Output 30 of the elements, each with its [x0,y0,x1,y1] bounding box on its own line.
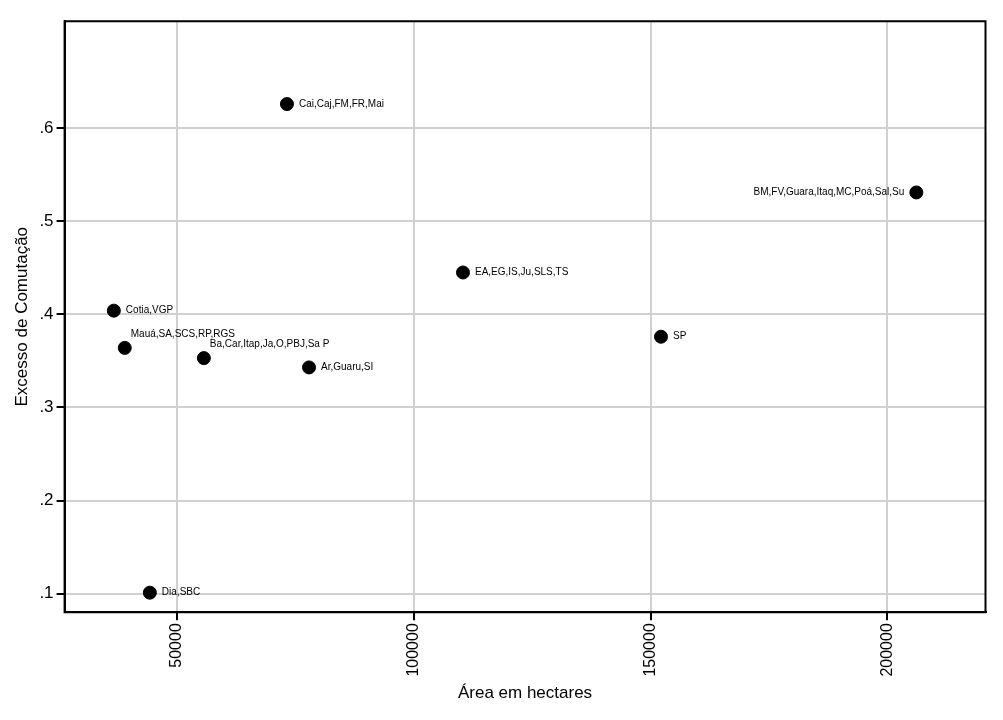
x-tick-label: 50000 [167,623,185,668]
x-tick-label: 150000 [640,623,658,677]
point [909,185,924,200]
point [455,265,470,280]
annotation: Cai,Caj,FM,FR,Mai [298,97,384,109]
y-tick-label: .4 [39,304,54,324]
point [302,360,317,375]
y-tick-label: .3 [39,397,54,417]
x-axis-title: Área em hectares [457,683,593,703]
annotation: EA,EG,IS,Ju,SLS,TS [474,266,569,278]
annotation: Ar,Guaru,SI [321,361,374,373]
annotation: Dia,SBC [161,586,201,598]
annotation: Cotia,VGP [125,304,174,316]
y-tick-label: .6 [39,117,54,137]
y-tick-label: .1 [39,583,54,603]
y-axis-title: Excesso de Comutação [11,226,31,407]
annotation: Mauá,SA,SCS,RP,RGS [130,327,236,339]
annotation: Ba,Car,Itap,Ja,O,PBJ,Sa P [209,337,330,349]
x-tick-label: 200000 [877,623,895,677]
point [117,340,132,355]
point [142,585,157,600]
annotation: SP [673,330,687,342]
y-tick-label: .2 [39,490,54,510]
annotation: BM,FV,Guara,Itaq,MC,Poá,Sal,Su [753,186,905,198]
x-tick-label: 100000 [404,623,422,677]
point [654,329,668,344]
y-tick-label: .5 [39,210,54,230]
point [279,97,294,112]
point [196,351,211,366]
point [106,303,121,318]
